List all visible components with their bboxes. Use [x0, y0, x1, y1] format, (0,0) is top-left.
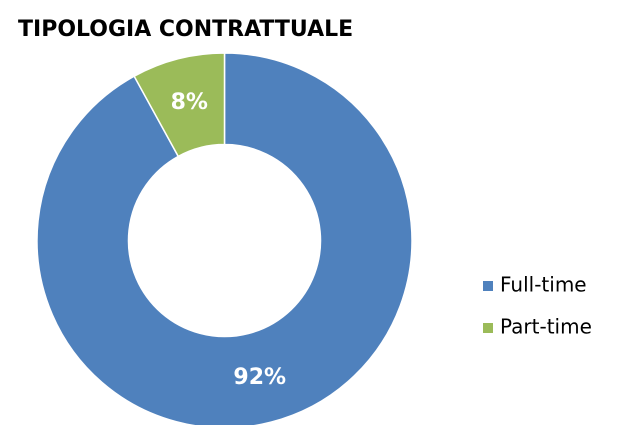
- legend-label: Part-time: [500, 315, 592, 339]
- legend-swatch: [483, 281, 493, 291]
- data-label: 8%: [171, 90, 208, 115]
- legend-label: Full-time: [500, 273, 587, 297]
- donut-slice: [36, 52, 413, 425]
- donut-slice: [133, 52, 226, 158]
- data-label: 92%: [233, 365, 286, 390]
- chart-title: TIPOLOGIA CONTRATTUALE: [18, 17, 353, 42]
- legend-swatch: [483, 323, 493, 333]
